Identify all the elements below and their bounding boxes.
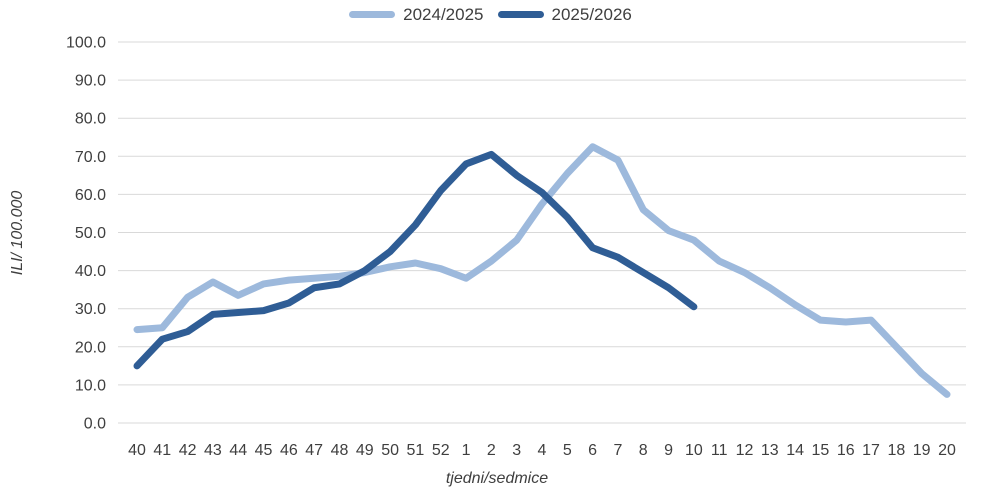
chart-legend: 2024/2025 2025/2026 — [0, 6, 981, 23]
y-tick-label: 10.0 — [75, 377, 106, 394]
x-tick-label: 12 — [736, 442, 754, 459]
x-tick-label: 6 — [588, 442, 597, 459]
x-tick-label: 49 — [356, 442, 374, 459]
x-tick-label: 13 — [761, 442, 779, 459]
legend-line-swatch — [349, 11, 396, 18]
x-axis-title: tjedni/sedmice — [446, 470, 548, 487]
x-tick-label: 40 — [128, 442, 146, 459]
y-tick-label: 30.0 — [75, 301, 106, 318]
series-line-2024-2025 — [133, 143, 951, 398]
legend-line-swatch — [497, 11, 544, 18]
y-tick-label: 70.0 — [75, 149, 106, 166]
y-tick-label: 0.0 — [84, 416, 106, 433]
x-tick-label: 45 — [255, 442, 273, 459]
y-tick-label: 100.0 — [66, 35, 106, 52]
x-tick-label: 3 — [512, 442, 521, 459]
y-tick-label: 50.0 — [75, 225, 106, 242]
legend-item-2024-2025: 2024/2025 — [349, 5, 484, 24]
y-tick-label: 90.0 — [75, 73, 106, 90]
x-tick-label: 19 — [913, 442, 931, 459]
x-tick-label: 9 — [664, 442, 673, 459]
x-tick-label: 11 — [711, 442, 728, 459]
x-tick-label: 47 — [305, 442, 323, 459]
x-tick-label: 17 — [862, 442, 880, 459]
x-tick-label: 41 — [153, 442, 171, 459]
y-tick-label: 80.0 — [75, 111, 106, 128]
x-tick-label: 50 — [381, 442, 399, 459]
x-tick-label: 18 — [887, 442, 905, 459]
x-tick-label: 7 — [613, 442, 622, 459]
y-tick-label: 20.0 — [75, 339, 106, 356]
x-tick-label: 10 — [685, 442, 703, 459]
x-tick-label: 52 — [432, 442, 450, 459]
legend-item-2025-2026: 2025/2026 — [497, 5, 632, 24]
y-tick-label: 60.0 — [75, 187, 106, 204]
y-axis-title: ILI/ 100.000 — [9, 191, 26, 276]
x-tick-label: 4 — [538, 442, 547, 459]
x-tick-label: 8 — [639, 442, 648, 459]
x-tick-label: 42 — [179, 442, 197, 459]
x-tick-label: 16 — [837, 442, 855, 459]
y-tick-label: 40.0 — [75, 263, 106, 280]
x-tick-label: 2 — [487, 442, 496, 459]
x-tick-label: 1 — [462, 442, 471, 459]
series-line-2025-2026 — [133, 150, 698, 370]
x-tick-label: 5 — [563, 442, 572, 459]
x-tick-label: 48 — [331, 442, 349, 459]
legend-label: 2025/2026 — [551, 5, 632, 24]
legend-label: 2024/2025 — [403, 5, 484, 24]
x-tick-label: 43 — [204, 442, 222, 459]
x-tick-label: 46 — [280, 442, 298, 459]
x-tick-label: 15 — [812, 442, 830, 459]
x-tick-label: 20 — [938, 442, 956, 459]
x-tick-label: 44 — [229, 442, 247, 459]
x-tick-label: 51 — [407, 442, 425, 459]
x-tick-label: 14 — [786, 442, 804, 459]
